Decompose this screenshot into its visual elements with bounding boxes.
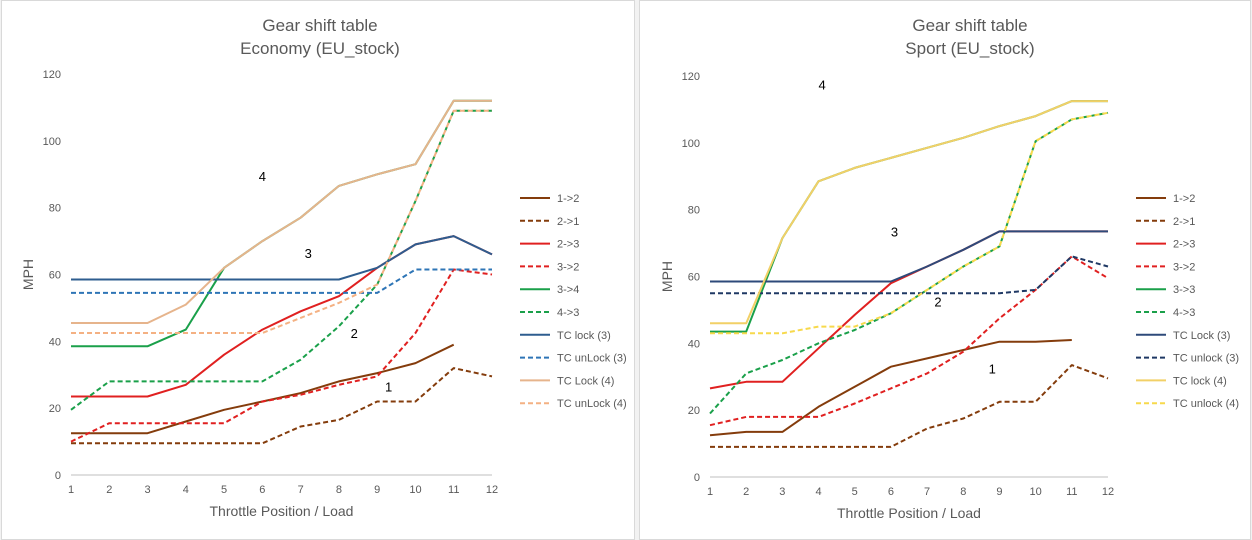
- chart-economy: Gear shift table Economy (EU_stock) 0 20 40 6…: [20, 16, 627, 519]
- y-axis-label: MPH: [20, 259, 36, 290]
- y-tick-label: 40: [688, 338, 700, 350]
- y-tick-label: 0: [55, 470, 61, 482]
- x-tick-label: 4: [815, 486, 821, 498]
- y-tick-label: 60: [688, 272, 700, 284]
- series-line-2-1-dashed: [710, 364, 1109, 448]
- x-tick-label: 6: [259, 484, 265, 496]
- x-tick-label: 2: [743, 486, 749, 498]
- legend-label: 2->3: [1173, 239, 1195, 251]
- gear-zone-label: 4: [259, 169, 266, 184]
- legend-label: 3->4: [557, 284, 579, 296]
- legend-label: 3->3: [1173, 284, 1195, 296]
- y-tick-label: 40: [49, 336, 61, 348]
- x-tick-label: 12: [1102, 486, 1114, 498]
- x-tick-label: 7: [298, 484, 304, 496]
- x-axis-label: Throttle Position / Load: [210, 503, 354, 519]
- x-tick-label: 5: [221, 484, 227, 496]
- series-line-3-2-dashed: [70, 268, 493, 443]
- legend-label: TC lock (4): [1173, 375, 1227, 387]
- legend-label: TC Lock (4): [557, 375, 614, 387]
- series-line-2-1-dashed: [71, 367, 493, 445]
- x-tick-label: 3: [144, 484, 150, 496]
- y-tick-label: 0: [694, 472, 700, 484]
- y-tick-label: 20: [49, 403, 61, 415]
- y-tick-label: 20: [688, 405, 700, 417]
- legend-label: 2->1: [1173, 216, 1195, 228]
- x-tick-label: 9: [374, 484, 380, 496]
- x-tick-label: 7: [924, 486, 930, 498]
- series-line-tc-lock-3: [710, 230, 1108, 283]
- legend-label: 4->3: [1173, 307, 1195, 319]
- chart-panel-economy: Gear shift table Economy (EU_stock) 0 20 40 6…: [1, 0, 635, 540]
- legend-label: 3->2: [557, 261, 579, 273]
- legend-label: 2->3: [557, 239, 579, 251]
- x-axis-label: Throttle Position / Load: [837, 505, 981, 521]
- y-tick-label: 80: [688, 205, 700, 217]
- series-line-2-3: [709, 230, 1108, 390]
- legend-label: 1->2: [1173, 193, 1195, 205]
- y-axis-label: MPH: [659, 261, 675, 292]
- y-tick-label: 120: [43, 69, 61, 81]
- series-line-1-2: [71, 343, 455, 435]
- legend-label: 1->2: [557, 193, 579, 205]
- legend: 1->2 2->1 2->3 3->2 3->3 4->3 TC Lock (3) TC un…: [1136, 193, 1239, 410]
- legend-label: TC unLock (3): [557, 353, 627, 365]
- legend-label: TC unlock (4): [1173, 398, 1239, 410]
- gear-zone-label: 1: [385, 379, 392, 394]
- x-tick-label: 8: [336, 484, 342, 496]
- chart-title: Gear shift table: [912, 16, 1027, 35]
- legend-label: TC unLock (4): [557, 398, 627, 410]
- chart-subtitle: Sport (EU_stock): [905, 39, 1034, 58]
- x-tick-label: 6: [888, 486, 894, 498]
- legend-label: 2->1: [557, 216, 579, 228]
- legend: 1->2 2->1 2->3 3->2 3->4 4->3 TC lock (3) TC un…: [520, 193, 627, 410]
- x-tick-label: 3: [779, 486, 785, 498]
- series-line-tc-lock-4: [710, 100, 1108, 325]
- y-tick-label: 60: [49, 270, 61, 282]
- chart-panel-sport: Gear shift table Sport (EU_stock) 0 20 40 60 8…: [639, 0, 1251, 540]
- legend-label: TC Lock (3): [1173, 330, 1230, 342]
- chart-subtitle: Economy (EU_stock): [240, 39, 400, 58]
- x-tick-label: 1: [707, 486, 713, 498]
- legend-label: 3->2: [1173, 261, 1195, 273]
- series-line-tc-lock-4: [71, 99, 492, 324]
- gear-zone-label: 3: [305, 246, 312, 261]
- series-line-4-3-dashed: [709, 111, 1109, 415]
- series-line-tc-unlock-3-dashed: [710, 255, 1109, 295]
- y-tick-label: 100: [682, 138, 700, 150]
- legend-label: 4->3: [557, 307, 579, 319]
- y-tick-label: 80: [49, 203, 61, 215]
- x-tick-label: 12: [486, 484, 498, 496]
- x-tick-label: 5: [852, 486, 858, 498]
- series-line-3-2-dashed: [709, 255, 1109, 427]
- series-line-tc-unlock-3-dashed: [71, 268, 492, 294]
- chart-sport: Gear shift table Sport (EU_stock) 0 20 40 60 8…: [659, 16, 1239, 521]
- series-line-4-3-dashed: [70, 109, 492, 411]
- legend-label: TC unlock (3): [1173, 353, 1239, 365]
- gear-zone-label: 4: [819, 77, 826, 92]
- legend-label: TC lock (3): [557, 330, 611, 342]
- x-tick-label: 11: [448, 484, 459, 496]
- series-line-3-3: [710, 100, 1108, 333]
- gear-zone-label: 2: [351, 326, 358, 341]
- gear-zone-label: 2: [934, 295, 941, 310]
- series-line-tc-unlock-4-dashed: [71, 109, 492, 334]
- x-tick-label: 11: [1066, 486, 1077, 498]
- x-tick-label: 4: [183, 484, 189, 496]
- series-line-tc-unlock-4-dashed: [710, 111, 1109, 335]
- gear-zone-label: 3: [891, 224, 898, 239]
- x-tick-label: 8: [960, 486, 966, 498]
- series-line-tc-lock-3: [71, 235, 493, 281]
- series-line-2-3: [71, 235, 493, 398]
- x-tick-label: 2: [106, 484, 112, 496]
- x-tick-label: 9: [996, 486, 1002, 498]
- x-tick-label: 1: [68, 484, 74, 496]
- y-tick-label: 120: [682, 71, 700, 83]
- series-line-1-2: [709, 339, 1072, 437]
- gear-zone-label: 1: [989, 361, 996, 376]
- y-tick-label: 100: [43, 136, 61, 148]
- x-tick-label: 10: [1030, 486, 1042, 498]
- x-tick-label: 10: [409, 484, 421, 496]
- chart-title: Gear shift table: [262, 16, 377, 35]
